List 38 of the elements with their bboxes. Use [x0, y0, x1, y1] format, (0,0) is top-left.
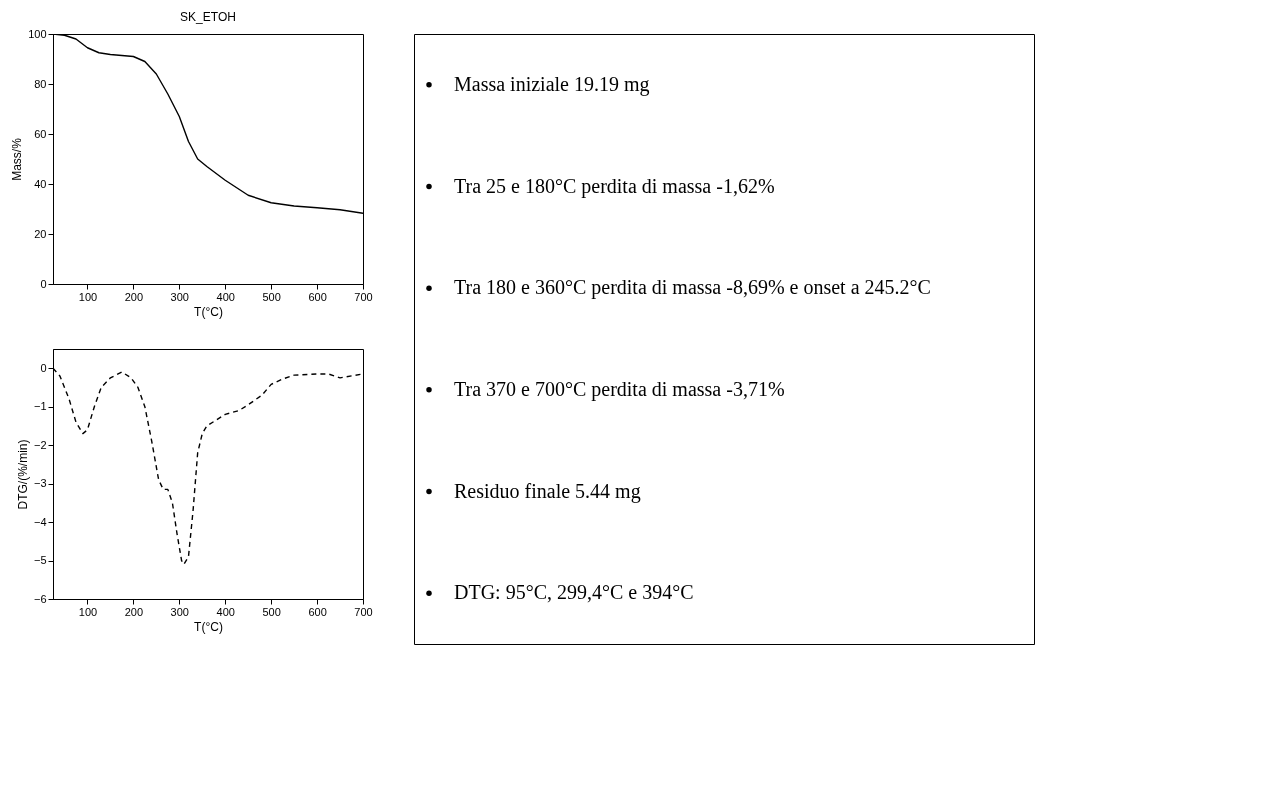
x-tick-label: 100 — [78, 605, 98, 618]
y-tick-label: 100 — [28, 27, 47, 40]
x-axis-title: T(°C) — [194, 619, 223, 634]
y-tick-label: −3 — [33, 477, 47, 490]
x-tick-label: 700 — [354, 290, 373, 303]
y-tick-label: 0 — [40, 277, 47, 290]
y-tick-label: −5 — [33, 554, 47, 567]
text: Tra 370 e 700°C perdita di massa -3,71% — [454, 377, 785, 401]
x-tick-label: 600 — [308, 290, 327, 303]
y-tick-label: 40 — [34, 177, 47, 190]
y-tick-label: 0 — [40, 361, 47, 374]
x-tick-label: 700 — [354, 605, 373, 618]
text: DTG: 95°C, 299,4°C e 394°C — [454, 581, 694, 604]
x-tick-label: 200 — [124, 605, 144, 618]
y-tick-label: 60 — [34, 127, 47, 140]
y-tick-label: −6 — [33, 592, 47, 605]
y-tick-label: −1 — [33, 400, 47, 413]
x-tick-label: 500 — [262, 605, 281, 618]
y-tick-label: 20 — [34, 227, 47, 240]
x-axis-title: T(°C) — [194, 304, 223, 319]
x-tick-label: 100 — [78, 290, 98, 303]
x-tick-label: 500 — [262, 290, 281, 303]
chart-title: SK_ETOH — [180, 10, 236, 24]
y-tick-label: −4 — [33, 515, 47, 528]
y-axis-title: Mass/% — [10, 137, 25, 181]
y-tick-label: 80 — [34, 77, 47, 90]
text: Residuo finale 5.44 mg — [454, 479, 641, 503]
y-tick-label: −2 — [33, 438, 47, 451]
x-tick-label: 600 — [308, 605, 327, 618]
y-axis-title: DTG/(%/min) — [15, 439, 30, 510]
x-tick-label: 400 — [216, 290, 235, 303]
text: Tra 25 e 180°C perdita di massa -1,62% — [454, 174, 775, 198]
x-tick-label: 200 — [124, 290, 144, 303]
x-tick-label: 300 — [170, 605, 189, 618]
x-tick-label: 400 — [216, 605, 235, 618]
text: Massa iniziale 19.19 mg — [454, 72, 650, 96]
text: Tra 180 e 360°C perdita di massa -8,69% e onset a 245.2°C — [454, 276, 931, 300]
x-tick-label: 300 — [170, 290, 189, 303]
